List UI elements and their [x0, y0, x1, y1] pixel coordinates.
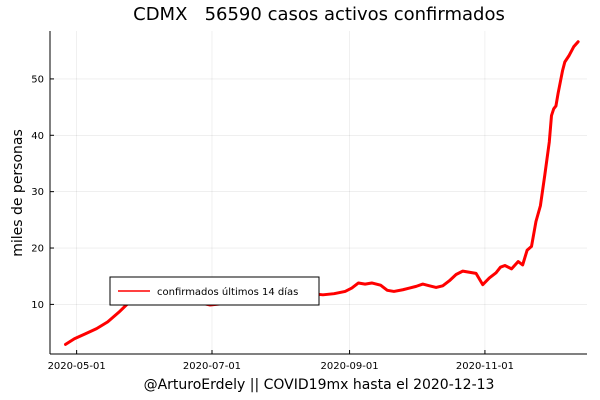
x-tick-label: 2020-05-01	[48, 361, 106, 372]
tick-labels: 2020-05-01 2020-07-01 2020-09-01 2020-11-01…	[31, 74, 514, 372]
x-tick-label: 2020-09-01	[321, 361, 379, 372]
y-axis-label: miles de personas	[10, 129, 26, 257]
axes	[49, 31, 587, 355]
x-axis-label: @ArturoErdely || COVID19mx hasta el 2020…	[144, 377, 495, 393]
x-tick-label: 2020-11-01	[456, 361, 514, 372]
x-tick-label: 2020-07-01	[183, 361, 241, 372]
legend-label: confirmados últimos 14 días	[157, 286, 298, 298]
grid-lines	[50, 31, 587, 354]
y-tick-label: 10	[31, 300, 44, 311]
y-tick-label: 20	[31, 244, 44, 255]
y-tick-label: 50	[31, 74, 44, 85]
y-tick-label: 30	[31, 187, 44, 198]
legend: confirmados últimos 14 días	[109, 276, 320, 306]
chart-title: CDMX 56590 casos activos confirmados	[133, 4, 505, 25]
y-tick-label: 40	[31, 131, 44, 142]
